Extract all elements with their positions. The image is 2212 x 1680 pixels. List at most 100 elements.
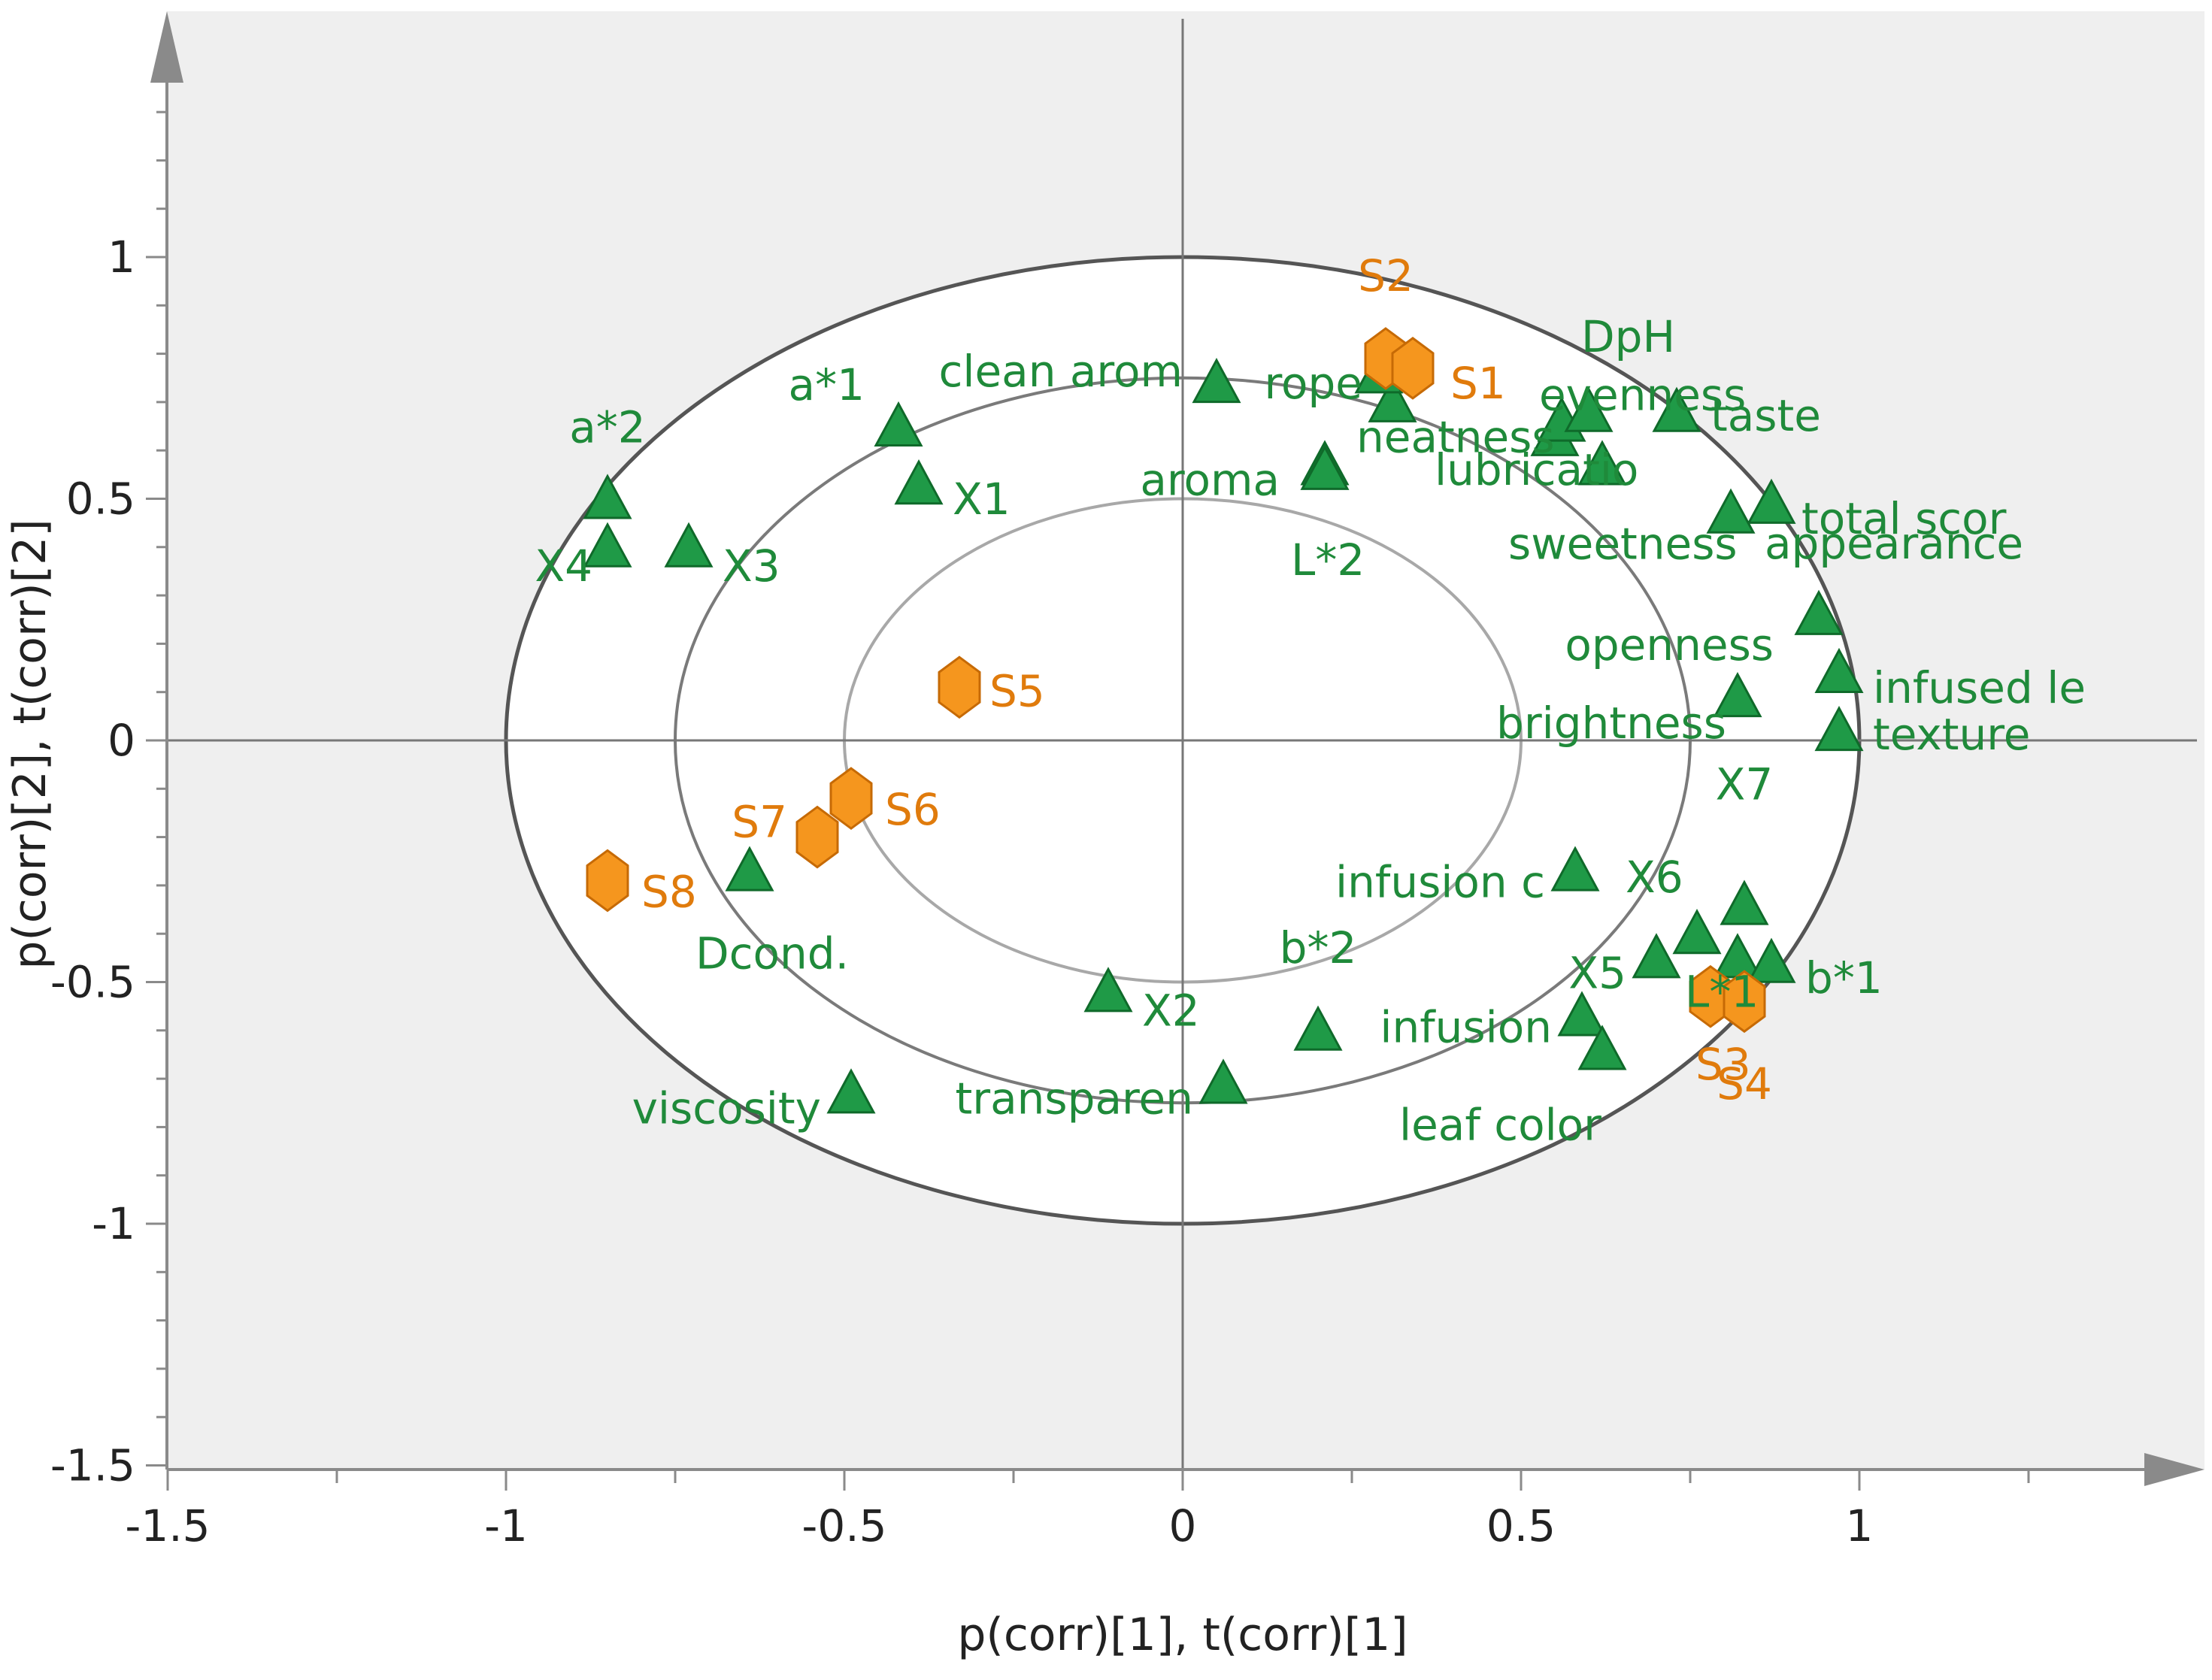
variable-marker-infusion-c: [1550, 846, 1600, 891]
variable-label-taste: taste: [1711, 390, 1821, 441]
observation-label-s2: S2: [1358, 250, 1414, 301]
observation-marker-s7: [795, 805, 839, 869]
variable-marker-x2: [1083, 967, 1133, 1013]
observation-marker-s5: [938, 655, 981, 719]
y-tick-label: -1.5: [50, 1440, 135, 1491]
observation-label-s3: S3: [1695, 1039, 1751, 1090]
variable-label-infusion: infusion: [1380, 1002, 1552, 1053]
observation-label-s7: S7: [732, 797, 787, 848]
y-tick-label: 0.5: [66, 474, 135, 525]
variable-label-b-1: b*1: [1805, 952, 1883, 1003]
variable-label-x4: X4: [535, 540, 592, 592]
variable-label-x7: X7: [1716, 759, 1774, 810]
variable-marker-dcond: [725, 846, 774, 891]
variable-marker-x1: [894, 459, 944, 505]
tick-marks: [146, 110, 2030, 1491]
variable-label-b-2: b*2: [1280, 922, 1357, 973]
y-tick-label: -1: [92, 1198, 135, 1249]
y-tick-label: 1: [108, 232, 135, 283]
variable-marker-transparen: [1198, 1058, 1248, 1104]
variable-label-openness: openness: [1565, 619, 1774, 670]
observation-markers: [586, 327, 1766, 1034]
variable-marker-viscosity: [826, 1068, 876, 1114]
variable-label-neatness: neatness: [1356, 411, 1555, 462]
variable-label-evenness: evenness: [1539, 370, 1746, 421]
variable-label-x2: X2: [1142, 985, 1200, 1036]
variable-marker-clean-arom: [1192, 358, 1241, 404]
variable-marker-dph: [1564, 386, 1614, 432]
observation-marker-s6: [829, 767, 873, 831]
variable-marker-taste: [1652, 386, 1701, 432]
variable-label-total-scor: total scor: [1801, 493, 2007, 544]
variable-label-texture: texture: [1873, 709, 2031, 760]
variable-marker-openness: [1794, 589, 1844, 635]
variable-label-sweetness: sweetness: [1508, 518, 1738, 569]
y-axis-title: p(corr)[2], t(corr)[2]: [4, 519, 56, 969]
variable-marker-infused-le: [1814, 647, 1864, 693]
variable-label-infused-le: infused le: [1873, 662, 2086, 713]
variable-label-x1: X1: [953, 474, 1011, 525]
variable-marker-x7: [1720, 879, 1769, 925]
variable-label-leaf-color: leaf color: [1399, 1100, 1601, 1151]
observation-label-s4: S4: [1717, 1058, 1772, 1109]
variable-label-l-1: L*1: [1685, 966, 1759, 1017]
variable-marker-texture: [1814, 705, 1864, 752]
x-tick-label: 0.5: [1486, 1500, 1556, 1551]
variable-label-brightness: brightness: [1496, 698, 1726, 749]
x-tick-label: -1: [484, 1500, 528, 1551]
variable-label-a-2: a*2: [569, 402, 645, 453]
variable-label-transparen: transparen: [956, 1073, 1193, 1125]
variable-marker-a-2: [583, 474, 632, 519]
observation-marker-s4: [1723, 970, 1766, 1034]
variable-label-x3: X3: [723, 540, 780, 592]
variable-marker-total-scor: [1747, 478, 1796, 524]
observation-label-s8: S8: [641, 866, 697, 917]
observation-label-s5: S5: [989, 665, 1045, 716]
y-axis-arrow: [150, 11, 183, 83]
x-tick-label: 0: [1169, 1500, 1197, 1551]
x-tick-label: -1.5: [125, 1500, 210, 1551]
variable-label-aroma: aroma: [1140, 454, 1280, 505]
variable-marker-sweetness: [1577, 440, 1627, 486]
x-axis-arrow: [2144, 1453, 2204, 1486]
x-axis-title: p(corr)[1], t(corr)[1]: [957, 1609, 1407, 1661]
variable-label-lubricatio: lubricatio: [1435, 444, 1638, 495]
variable-marker-b-1: [1747, 937, 1796, 983]
variable-marker-leaf-color: [1577, 1025, 1627, 1070]
y-tick-label: 0: [108, 715, 135, 766]
variable-label-rope: rope: [1264, 358, 1362, 409]
variable-marker-a-1: [874, 401, 923, 447]
variable-marker-x5: [1632, 933, 1681, 979]
variable-marker-infusion: [1557, 991, 1607, 1037]
x-tick-label: -0.5: [801, 1500, 886, 1551]
variable-marker-brightness: [1713, 671, 1762, 718]
variable-label-x6: X6: [1626, 852, 1683, 903]
variable-marker-x4: [583, 522, 632, 568]
variable-label-dph: DpH: [1581, 311, 1675, 362]
tick-labels: -1.5 -1 -0.5 0 0.5 1 -1.5 -1 -0.5 0 0.5 1: [50, 232, 1874, 1551]
variable-label-viscosity: viscosity: [632, 1082, 821, 1134]
x-tick-label: 1: [1846, 1500, 1874, 1551]
variable-label-x5: X5: [1568, 947, 1626, 998]
observation-label-s6: S6: [885, 784, 941, 835]
variable-markers: [583, 348, 1864, 1114]
variable-marker-l-2: [1300, 444, 1350, 490]
variable-label-l-2: L*2: [1291, 534, 1365, 586]
variable-label-clean-arom: clean arom: [938, 346, 1183, 397]
variable-marker-appearance: [1706, 488, 1756, 534]
variable-marker-x3: [664, 522, 714, 568]
variable-label-infusion-c: infusion c: [1335, 857, 1545, 908]
variable-marker-x6: [1672, 909, 1722, 955]
origin-lines: [167, 19, 2197, 1470]
variable-marker-rope: [1368, 377, 1417, 422]
variable-label-dcond: Dcond.: [695, 928, 849, 979]
variable-label-a-1: a*1: [789, 359, 865, 410]
variable-label-appearance: appearance: [1765, 518, 2023, 569]
observation-marker-s8: [586, 849, 629, 913]
y-tick-label: -0.5: [50, 957, 135, 1008]
observation-label-s1: S1: [1450, 358, 1506, 409]
observation-marker-s1: [1391, 337, 1435, 400]
axes: [150, 11, 2204, 1486]
